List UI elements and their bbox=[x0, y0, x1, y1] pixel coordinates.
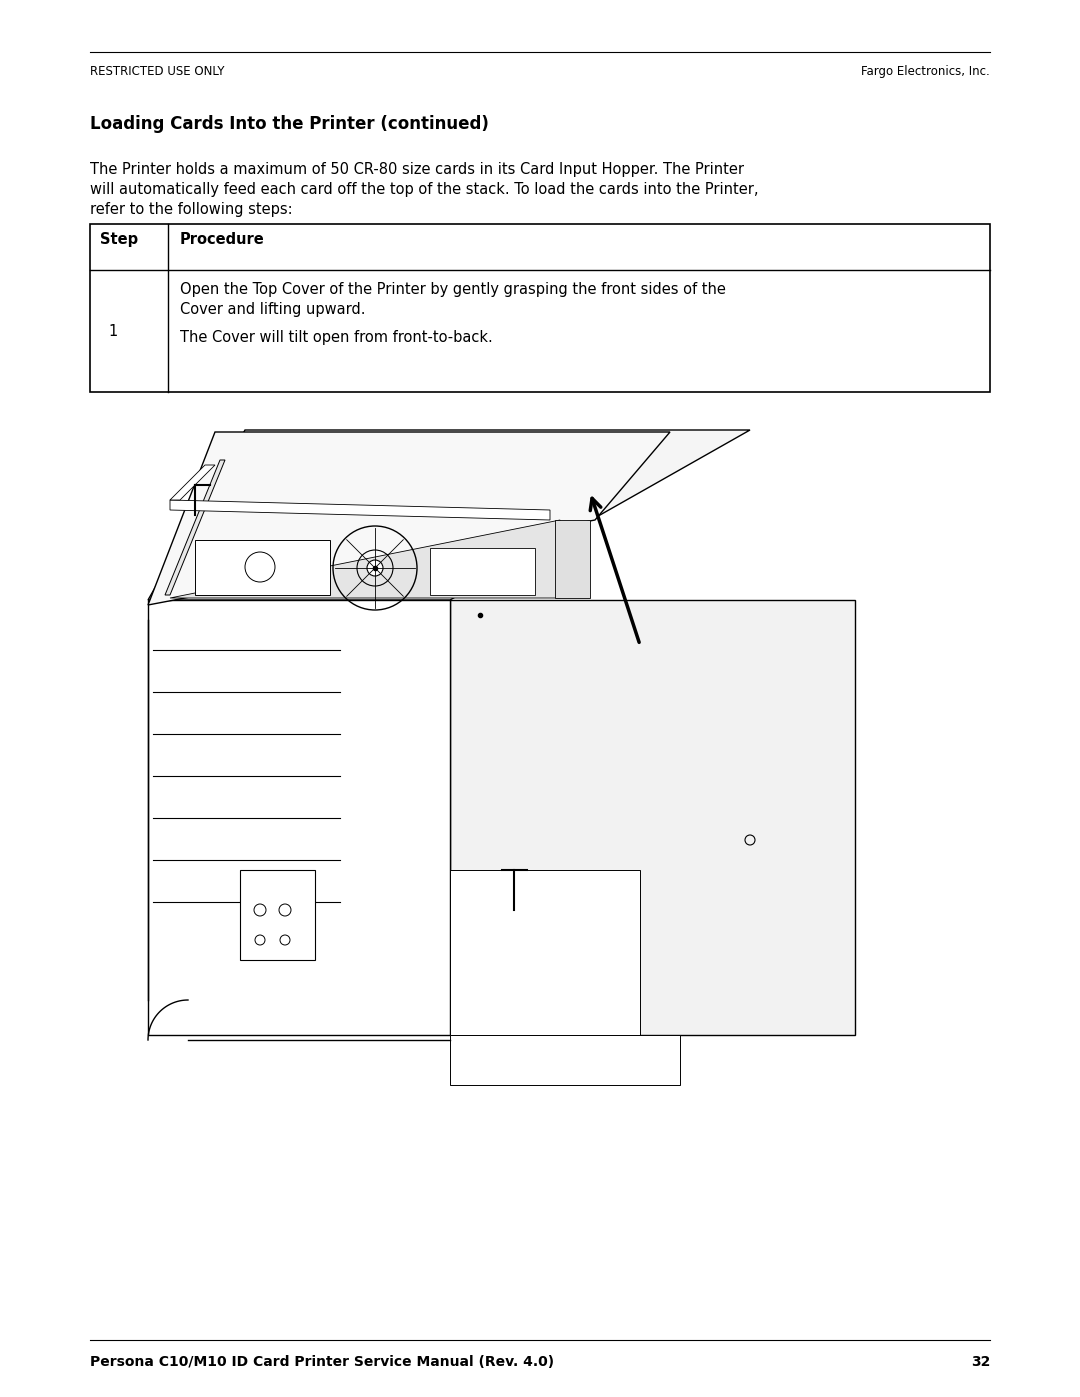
Polygon shape bbox=[165, 460, 225, 595]
Polygon shape bbox=[450, 1035, 680, 1085]
Text: Fargo Electronics, Inc.: Fargo Electronics, Inc. bbox=[861, 66, 990, 78]
Text: refer to the following steps:: refer to the following steps: bbox=[90, 203, 293, 217]
Polygon shape bbox=[148, 599, 450, 1035]
Bar bbox=[90, 224, 990, 393]
Polygon shape bbox=[450, 870, 640, 1035]
Text: 1: 1 bbox=[108, 324, 118, 338]
Polygon shape bbox=[170, 465, 215, 500]
Text: Open the Top Cover of the Printer by gently grasping the front sides of the: Open the Top Cover of the Printer by gen… bbox=[180, 282, 726, 298]
Text: 32: 32 bbox=[971, 1355, 990, 1369]
Text: Step: Step bbox=[100, 232, 138, 247]
Circle shape bbox=[367, 560, 383, 576]
Text: Persona C10/M10 ID Card Printer Service Manual (Rev. 4.0): Persona C10/M10 ID Card Printer Service … bbox=[90, 1355, 554, 1369]
Text: Procedure: Procedure bbox=[180, 232, 265, 247]
Polygon shape bbox=[430, 548, 535, 595]
Text: The Printer holds a maximum of 50 CR-80 size cards in its Card Input Hopper. The: The Printer holds a maximum of 50 CR-80 … bbox=[90, 162, 744, 177]
Bar bbox=[240, 870, 315, 960]
Polygon shape bbox=[148, 430, 750, 599]
Polygon shape bbox=[148, 432, 670, 605]
Text: Loading Cards Into the Printer (continued): Loading Cards Into the Printer (continue… bbox=[90, 115, 489, 133]
Text: RESTRICTED USE ONLY: RESTRICTED USE ONLY bbox=[90, 66, 225, 78]
Text: Cover and lifting upward.: Cover and lifting upward. bbox=[180, 302, 365, 317]
Text: The Cover will tilt open from front-to-back.: The Cover will tilt open from front-to-b… bbox=[180, 330, 492, 345]
Polygon shape bbox=[170, 520, 561, 598]
Polygon shape bbox=[170, 500, 550, 520]
Text: will automatically feed each card off the top of the stack. To load the cards in: will automatically feed each card off th… bbox=[90, 182, 758, 197]
Polygon shape bbox=[195, 541, 330, 595]
Polygon shape bbox=[450, 599, 855, 1035]
Polygon shape bbox=[555, 520, 590, 598]
